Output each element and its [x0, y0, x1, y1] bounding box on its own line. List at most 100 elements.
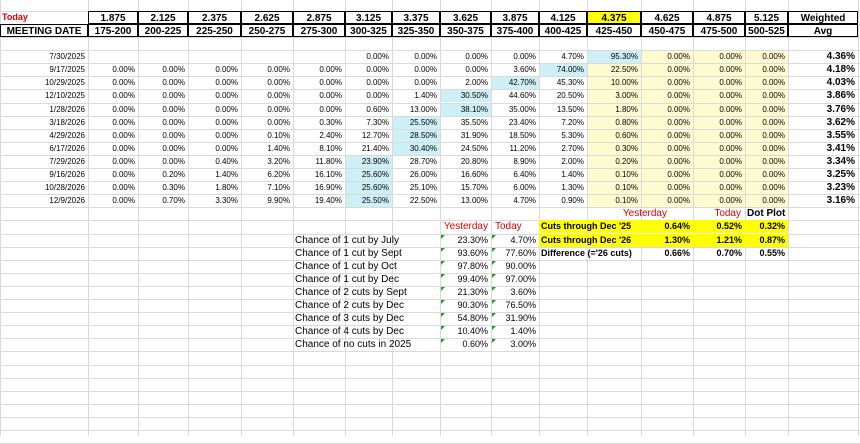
probability-cell[interactable]: 0.00% — [162, 130, 185, 140]
probability-cell[interactable]: 0.00% — [112, 196, 135, 206]
weighted-avg-cell[interactable]: 4.36% — [826, 51, 855, 63]
odds-row-label[interactable]: Chance of 1 cut by July — [295, 234, 399, 246]
cuts-dot-plot-value[interactable]: 0.55% — [759, 247, 785, 258]
probability-cell[interactable]: 0.00% — [267, 65, 290, 75]
probability-cell[interactable]: 3.20% — [267, 156, 290, 166]
probability-cell[interactable]: 25.10% — [409, 183, 437, 193]
odds-yesterday-value[interactable]: 0.60% — [462, 339, 488, 350]
probability-cell[interactable]: 0.00% — [762, 156, 785, 166]
probability-cell[interactable]: 0.00% — [762, 170, 785, 179]
probability-cell[interactable]: 0.00% — [112, 65, 135, 75]
probability-cell[interactable]: 0.10% — [267, 130, 290, 140]
probability-cell[interactable]: 19.40% — [314, 196, 342, 206]
weighted-avg-cell[interactable]: 3.62% — [826, 116, 855, 128]
probability-cell[interactable]: 0.00% — [719, 117, 742, 127]
probability-cell[interactable]: 1.80% — [615, 104, 638, 114]
probability-cell[interactable]: 4.70% — [561, 52, 584, 62]
probability-cell[interactable]: 16.90% — [314, 183, 342, 193]
probability-cell[interactable]: 0.00% — [667, 196, 690, 206]
probability-cell[interactable]: 11.80% — [315, 156, 342, 166]
probability-cell[interactable]: 95.30% — [610, 52, 638, 62]
probability-cell[interactable]: 7.10% — [267, 183, 290, 193]
probability-cell[interactable]: 0.00% — [267, 104, 290, 114]
probability-cell[interactable]: 6.40% — [513, 170, 536, 179]
probability-cell[interactable]: 38.10% — [460, 104, 488, 114]
cuts-row-label[interactable]: Difference (='26 cuts) — [541, 247, 632, 258]
odds-row-label[interactable]: Chance of 3 cuts by Dec — [295, 313, 404, 325]
probability-cell[interactable]: 0.00% — [112, 183, 135, 193]
meeting-date-cell[interactable]: 3/18/2026 — [49, 117, 85, 127]
weighted-avg-cell[interactable]: 3.25% — [826, 169, 855, 180]
cuts-today-value[interactable]: 0.70% — [716, 247, 742, 258]
probability-cell[interactable]: 13.50% — [556, 104, 584, 114]
probability-cell[interactable]: 2.00% — [561, 156, 584, 166]
probability-cell[interactable]: 8.10% — [319, 143, 342, 153]
odds-yesterday-value[interactable]: 23.30% — [457, 234, 488, 245]
cuts-today-value[interactable]: 0.52% — [693, 220, 745, 234]
odds-row-label[interactable]: Chance of no cuts in 2025 — [295, 339, 412, 351]
probability-cell[interactable]: 0.00% — [112, 78, 135, 88]
probability-cell[interactable]: 0.00% — [667, 170, 690, 179]
probability-cell[interactable]: 0.00% — [267, 117, 290, 127]
probability-cell[interactable]: 0.00% — [719, 196, 742, 206]
probability-cell[interactable]: 31.90% — [460, 130, 488, 140]
probability-cell[interactable]: 0.00% — [719, 52, 742, 62]
probability-cell[interactable]: 20.50% — [556, 91, 584, 101]
probability-cell[interactable]: 0.00% — [319, 91, 342, 101]
probability-cell[interactable]: 0.60% — [615, 130, 638, 140]
probability-cell[interactable]: 2.40% — [319, 130, 342, 140]
probability-cell[interactable]: 0.90% — [561, 196, 584, 206]
probability-cell[interactable]: 42.70% — [508, 78, 536, 88]
probability-cell[interactable]: 74.00% — [556, 65, 584, 75]
probability-cell[interactable]: 3.00% — [615, 91, 638, 101]
probability-cell[interactable]: 0.00% — [112, 117, 135, 127]
probability-cell[interactable]: 0.00% — [667, 91, 690, 101]
probability-cell[interactable]: 0.00% — [667, 52, 690, 62]
odds-today-value[interactable]: 77.60% — [505, 247, 536, 258]
odds-yesterday-value[interactable]: 97.80% — [457, 260, 488, 271]
weighted-avg-cell[interactable]: 3.34% — [826, 155, 855, 167]
odds-yesterday-value[interactable]: 93.60% — [457, 247, 488, 258]
probability-cell[interactable]: 0.70% — [162, 196, 185, 206]
probability-cell[interactable]: 0.10% — [615, 196, 638, 206]
probability-cell[interactable]: 25.60% — [361, 183, 389, 193]
probability-cell[interactable]: 0.00% — [414, 52, 437, 62]
probability-cell[interactable]: 0.00% — [366, 91, 389, 101]
probability-cell[interactable]: 0.00% — [319, 78, 342, 88]
cuts-today-value[interactable]: 1.21% — [693, 233, 745, 247]
weighted-avg-cell[interactable]: 4.18% — [826, 64, 855, 76]
probability-cell[interactable]: 0.00% — [762, 91, 785, 101]
probability-cell[interactable]: 0.00% — [267, 91, 290, 101]
odds-row-label[interactable]: Chance of 1 cut by Oct — [295, 260, 397, 272]
odds-today-value[interactable]: 90.00% — [505, 260, 536, 271]
probability-cell[interactable]: 22.50% — [409, 196, 437, 206]
probability-cell[interactable]: 6.20% — [267, 170, 290, 179]
odds-today-value[interactable]: 97.00% — [505, 273, 536, 284]
probability-cell[interactable]: 1.80% — [215, 183, 238, 193]
probability-cell[interactable]: 0.00% — [719, 143, 742, 153]
probability-cell[interactable]: 0.00% — [112, 170, 135, 179]
probability-cell[interactable]: 13.00% — [460, 196, 488, 206]
odds-today-value[interactable]: 3.60% — [510, 286, 536, 297]
probability-cell[interactable]: 0.00% — [112, 91, 135, 101]
probability-cell[interactable]: 0.00% — [465, 65, 488, 75]
probability-cell[interactable]: 0.00% — [112, 130, 135, 140]
probability-cell[interactable]: 1.40% — [215, 170, 238, 179]
probability-cell[interactable]: 0.00% — [719, 78, 742, 88]
probability-cell[interactable]: 0.00% — [719, 183, 742, 193]
probability-cell[interactable]: 0.00% — [513, 52, 536, 62]
meeting-date-cell[interactable]: 10/28/2026 — [44, 183, 85, 193]
probability-cell[interactable]: 0.00% — [162, 65, 185, 75]
probability-cell[interactable]: 0.00% — [267, 78, 290, 88]
probability-cell[interactable]: 0.00% — [762, 65, 785, 75]
weighted-avg-cell[interactable]: 3.23% — [826, 182, 855, 194]
odds-row-label[interactable]: Chance of 4 cuts by Dec — [295, 326, 404, 338]
probability-cell[interactable]: 0.00% — [319, 104, 342, 114]
probability-cell[interactable] — [88, 50, 138, 63]
meeting-date-cell[interactable]: 12/10/2025 — [44, 91, 85, 101]
probability-cell[interactable]: 0.00% — [162, 117, 185, 127]
probability-cell[interactable]: 0.00% — [667, 183, 690, 193]
probability-cell[interactable]: 16.10% — [314, 170, 342, 179]
weighted-avg-cell[interactable]: 3.41% — [826, 142, 855, 154]
probability-cell[interactable]: 5.30% — [561, 130, 584, 140]
